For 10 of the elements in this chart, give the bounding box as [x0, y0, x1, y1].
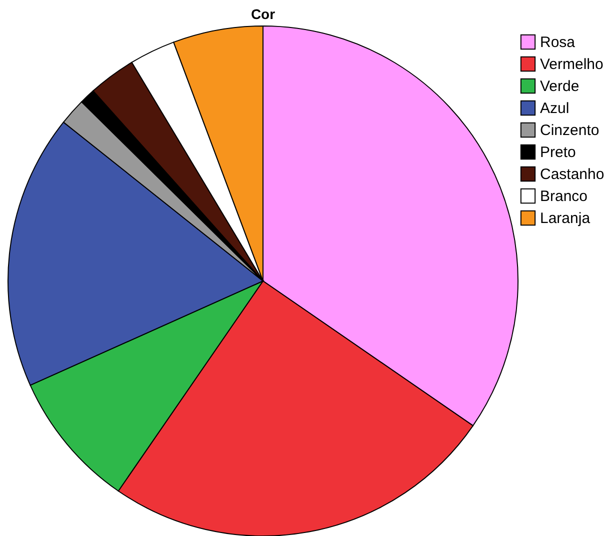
legend-label: Cinzento	[540, 122, 600, 139]
legend-label: Preto	[540, 144, 576, 161]
legend-label: Rosa	[540, 34, 576, 51]
legend-label: Branco	[540, 188, 588, 205]
chart-title: Cor	[250, 6, 276, 22]
legend-label: Vermelho	[540, 56, 604, 73]
legend-label: Verde	[540, 78, 580, 95]
legend-label: Laranja	[540, 210, 591, 227]
legend-label: Castanho	[540, 166, 604, 183]
legend-label: Azul	[540, 100, 570, 117]
